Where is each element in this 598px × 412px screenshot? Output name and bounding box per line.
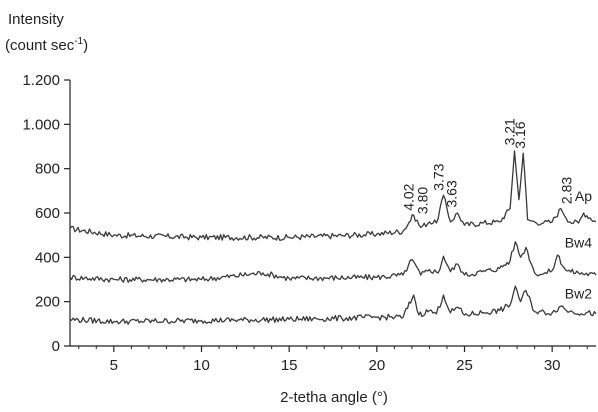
y-axis-title-close: ) [83,37,88,54]
peak-label: 3.16 [512,121,528,148]
y-tick-label: 1.000 [22,116,60,133]
y-tick-label: 400 [35,249,60,266]
series-lines [69,150,597,325]
y-axis-ticks: 0 200 400 600 800 1.000 1.200 [22,72,70,355]
y-axis-title-exponent: -1 [74,36,83,47]
series-label-bw2: Bw2 [565,285,592,301]
y-axis-title-line1: Intensity [8,11,64,28]
x-tick-label: 25 [456,357,473,374]
series-label-ap: Ap [575,188,592,204]
x-tick-label: 15 [281,357,298,374]
y-tick-label: 1.200 [22,72,60,89]
x-tick-label: 20 [368,357,385,374]
peak-label: 3.21 [502,118,518,145]
peak-label: 4.02 [401,183,417,210]
x-tick-label: 30 [544,357,561,374]
peak-labels: 4.023.803.733.63 3.213.16 2.83 [401,118,575,214]
y-tick-label: 200 [35,294,60,311]
x-tick-label: 10 [193,357,210,374]
peak-label: 3.80 [415,187,431,214]
y-axis-title: Intensity (count sec-1) [5,11,88,54]
x-tick-label: 5 [110,357,118,374]
y-tick-label: 0 [52,338,60,355]
y-axis-title-unit: (count sec [5,37,75,54]
peak-label: 2.83 [559,177,575,204]
series-line-bw4 [69,241,597,283]
y-tick-label: 800 [35,161,60,178]
series-line-ap [69,150,597,241]
peak-label: 3.73 [431,163,447,190]
y-tick-label: 600 [35,205,60,222]
x-axis-title: 2-tetha angle (°) [280,389,388,406]
series-line-bw2 [69,285,597,325]
series-labels: Ap Bw4 Bw2 [565,188,592,302]
peak-label: 3.63 [444,180,460,207]
x-axis-ticks: 5 10 15 20 25 30 [78,346,588,374]
series-label-bw4: Bw4 [565,234,592,250]
y-axis-title-line2: (count sec-1) [5,36,88,54]
